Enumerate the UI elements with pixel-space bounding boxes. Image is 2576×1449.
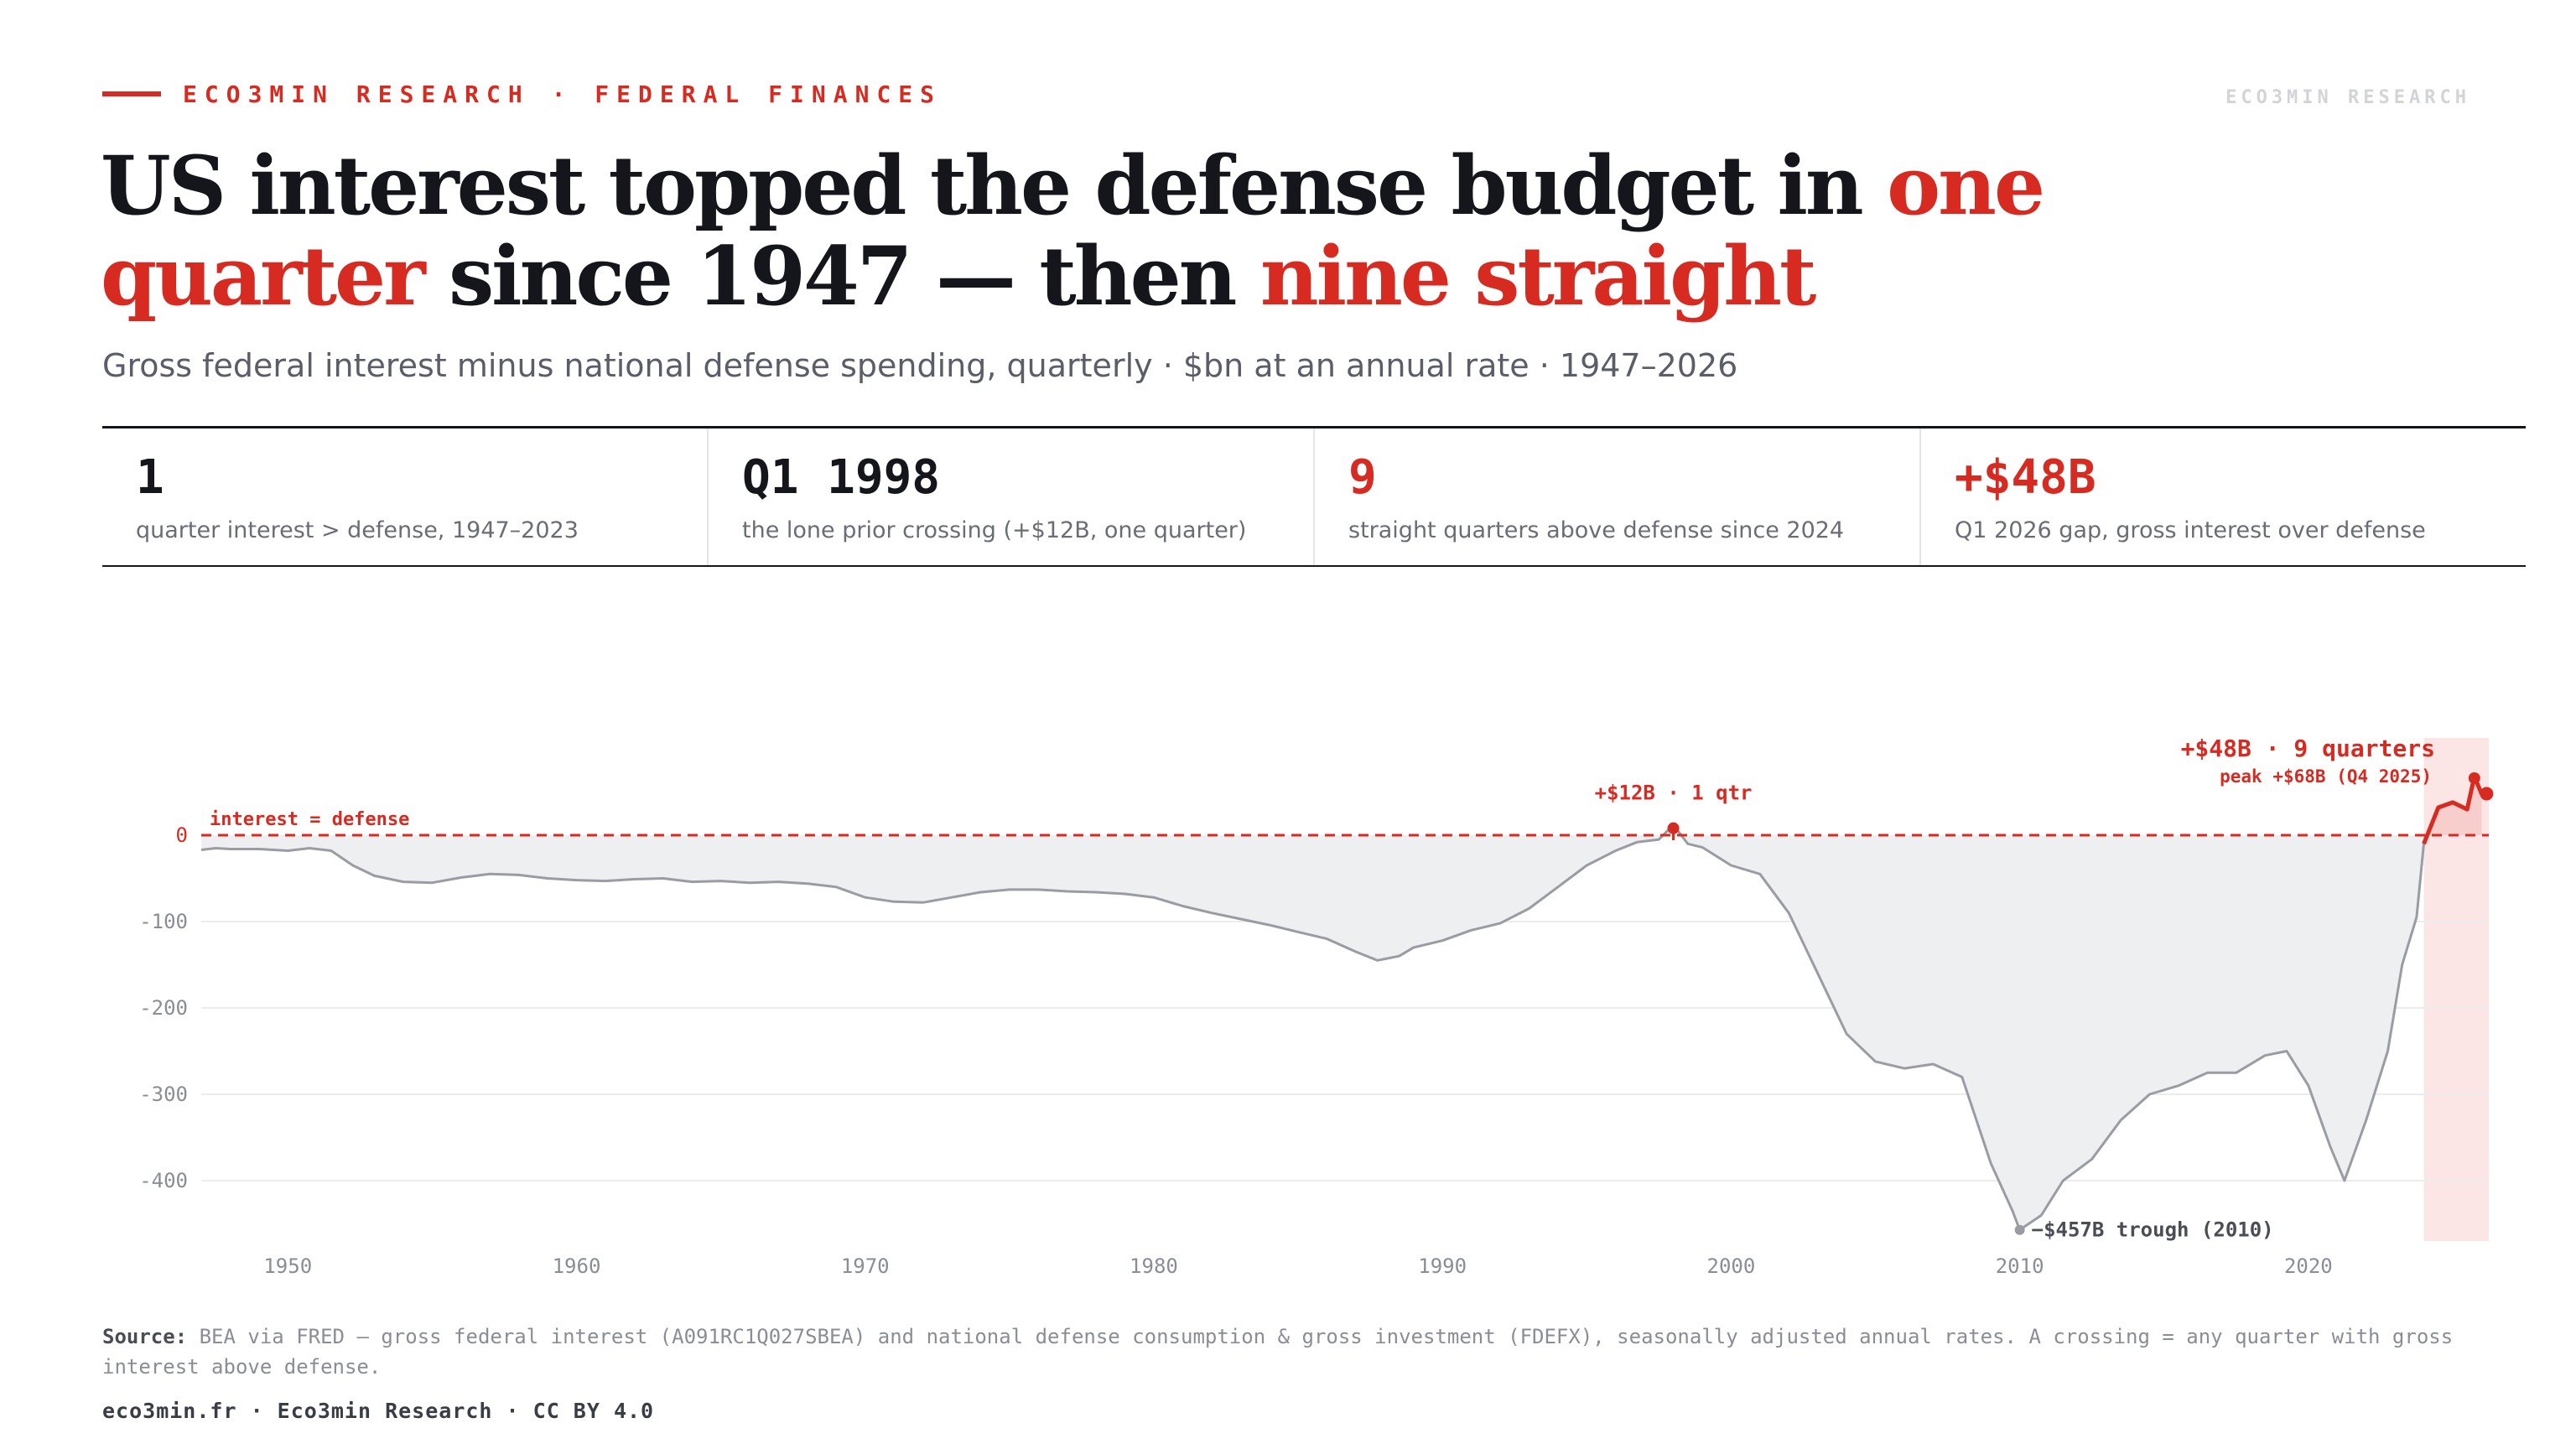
series-line xyxy=(200,823,2425,1232)
kicker: ECO3MIN RESEARCH · FEDERAL FINANCES xyxy=(102,80,943,108)
y-tick-label: -300 xyxy=(139,1083,188,1106)
headline-highlight-2: nine straight xyxy=(1259,229,1816,324)
headline-part-1: US interest topped the defense budget in xyxy=(101,138,1888,233)
y-tick-label: 0 xyxy=(176,823,188,847)
stat-card: 9 straight quarters above defense since … xyxy=(1313,428,1919,565)
y-tick-label: -400 xyxy=(139,1169,188,1192)
stat-card: 1 quarter interest > defense, 1947–2023 xyxy=(102,428,707,565)
stat-card: +$48B Q1 2026 gap, gross interest over d… xyxy=(1919,428,2526,565)
trough-dot xyxy=(2014,1224,2025,1235)
x-tick-label: 1970 xyxy=(841,1254,890,1278)
subtitle: Gross federal interest minus national de… xyxy=(102,347,1738,384)
area-fill xyxy=(201,824,2424,1230)
stat-value: +$48B xyxy=(1955,450,2096,505)
stat-card: Q1 1998 the lone prior crossing (+$12B, … xyxy=(707,428,1313,565)
source-text: BEA via FRED — gross federal interest (A… xyxy=(102,1325,2454,1379)
kicker-text: ECO3MIN RESEARCH · FEDERAL FINANCES xyxy=(183,80,943,108)
reference-line-label: interest = defense xyxy=(210,809,409,830)
stat-value: Q1 1998 xyxy=(742,450,941,505)
source-note: Source: BEA via FRED — gross federal int… xyxy=(102,1322,2526,1382)
footer-credit: eco3min.fr · Eco3min Research · CC BY 4.… xyxy=(102,1399,655,1423)
source-label: Source: xyxy=(102,1325,188,1348)
x-tick-label: 1950 xyxy=(263,1254,312,1278)
crossing-dot xyxy=(1667,822,1680,834)
y-tick-label: -100 xyxy=(139,910,188,933)
y-tick-label: -200 xyxy=(139,996,188,1020)
stat-value: 9 xyxy=(1348,450,1377,505)
stats-strip: 1 quarter interest > defense, 1947–2023 … xyxy=(102,426,2526,567)
stat-label: the lone prior crossing (+$12B, one quar… xyxy=(742,517,1247,543)
peak-dot xyxy=(2468,771,2480,784)
latest-dot xyxy=(2480,787,2494,801)
brand-corner: ECO3MIN RESEARCH xyxy=(2225,87,2470,108)
stat-label: quarter interest > defense, 1947–2023 xyxy=(136,517,579,543)
x-tick-label: 2010 xyxy=(1996,1254,2044,1278)
x-tick-label: 1960 xyxy=(553,1254,601,1278)
x-tick-label: 2000 xyxy=(1707,1254,1756,1278)
crossing-label: +$12B · 1 qtr xyxy=(1595,782,1753,805)
x-tick-label: 1990 xyxy=(1418,1254,1467,1278)
stat-value: 1 xyxy=(136,450,164,505)
headline-part-2: since 1947 — then xyxy=(423,229,1260,324)
headline: US interest topped the defense budget in… xyxy=(101,141,2281,322)
kicker-rule xyxy=(102,91,161,96)
headline-highlight-1: one quarter xyxy=(101,138,2045,324)
stat-label: straight quarters above defense since 20… xyxy=(1348,517,1845,543)
x-tick-label: 1980 xyxy=(1130,1254,1178,1278)
recent-area-fill xyxy=(2423,776,2482,844)
peak-label: peak +$68B (Q4 2025) xyxy=(2220,766,2432,787)
stat-label: Q1 2026 gap, gross interest over defense xyxy=(1955,517,2426,543)
trough-label: −$457B trough (2010) xyxy=(2032,1218,2274,1242)
latest-label: +$48B · 9 quarters xyxy=(2181,735,2435,762)
x-tick-label: 2020 xyxy=(2284,1254,2333,1278)
